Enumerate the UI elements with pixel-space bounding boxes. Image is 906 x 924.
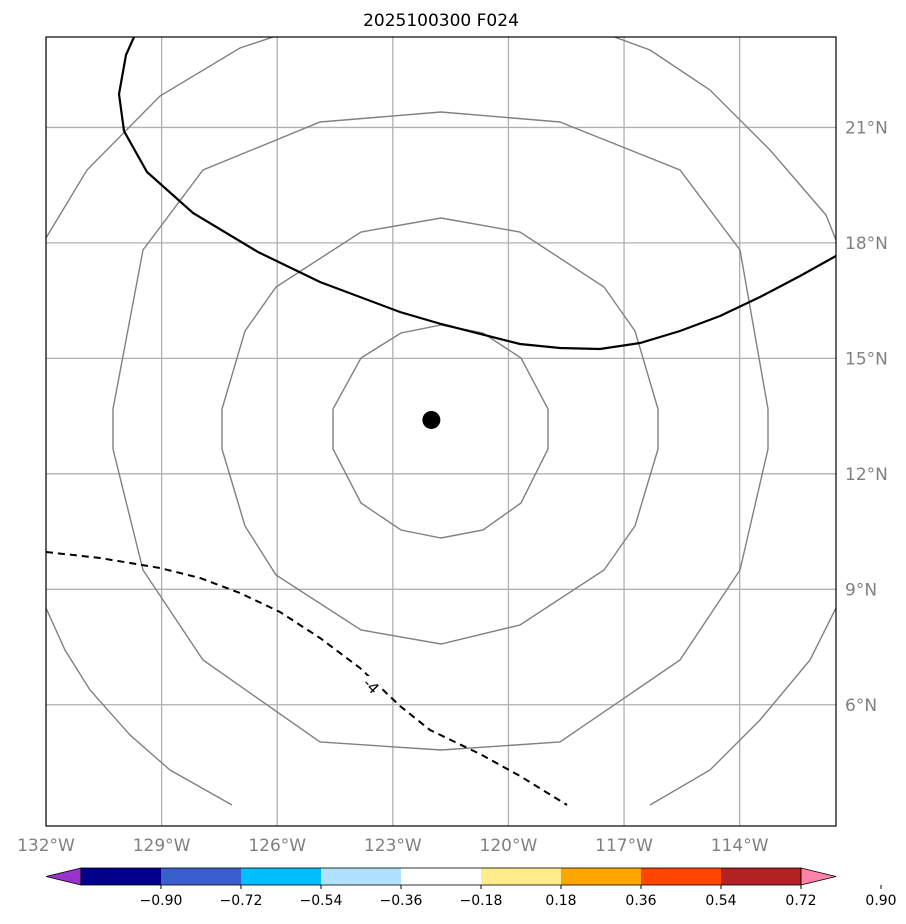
longitude-tick-label: 114°W xyxy=(711,836,769,856)
colorbar-segment xyxy=(721,868,801,885)
longitude-tick-label: 120°W xyxy=(480,836,538,856)
colorbar-segment xyxy=(401,868,481,885)
longitude-tick-label: 126°W xyxy=(248,836,306,856)
colorbar-segment xyxy=(321,868,401,885)
colorbar-extend-max xyxy=(800,867,837,886)
colorbar-tick-label: 0.18 xyxy=(545,893,576,909)
colorbar-segment xyxy=(481,868,561,885)
latitude-labels: 21°N 18°N 15°N 12°N 9°N 6°N xyxy=(845,118,888,715)
colorbar-frame xyxy=(80,867,802,886)
range-ring-1 xyxy=(332,324,549,539)
range-rings xyxy=(46,37,836,806)
colorbar-tick-label: −0.18 xyxy=(460,893,503,909)
colorbar-tick-label: 0.90 xyxy=(865,893,896,909)
longitude-tick-label: 129°W xyxy=(133,836,191,856)
solid-contour-line xyxy=(117,37,836,351)
range-ring-4-bottom-left xyxy=(46,607,233,806)
colorbar-tick-label: −0.90 xyxy=(140,893,183,909)
latitude-tick-label: 12°N xyxy=(845,465,888,485)
contour-label-bg xyxy=(360,676,382,696)
colorbar-tick-label: 0.72 xyxy=(785,893,816,909)
colorbar-segment xyxy=(561,868,641,885)
plot-area: -4 xyxy=(46,37,836,826)
longitude-tick-label: 132°W xyxy=(17,836,75,856)
colorbar-extend-min xyxy=(45,867,82,886)
latitude-tick-label: 15°N xyxy=(845,349,888,369)
gridlines xyxy=(46,37,836,826)
colorbar-segment xyxy=(641,868,721,885)
latitude-tick-label: 21°N xyxy=(845,118,888,138)
colorbar-tick-label: 0.54 xyxy=(705,893,736,909)
colorbar-segment xyxy=(81,868,161,885)
storm-center-marker xyxy=(422,410,441,429)
longitude-tick-label: 123°W xyxy=(364,836,422,856)
dashed-contour-line xyxy=(46,551,568,806)
range-ring-4-bottom-right xyxy=(649,607,836,806)
longitude-labels: 132°W 129°W 126°W 123°W 120°W 117°W 114°W xyxy=(17,836,769,856)
range-ring-4-top xyxy=(46,37,276,239)
colorbar-segment xyxy=(241,868,321,885)
latitude-tick-label: 18°N xyxy=(845,234,888,254)
plot-frame xyxy=(45,36,837,827)
colorbar: −0.90 −0.72 −0.54 −0.36 −0.18 0.18 0.36 0.54 0.7… xyxy=(45,867,897,909)
range-ring-3 xyxy=(112,111,769,751)
range-ring-2 xyxy=(221,217,659,645)
map-title: 2025100300 F024 xyxy=(363,11,519,31)
latitude-tick-label: 9°N xyxy=(845,580,877,600)
colorbar-tick-label: −0.72 xyxy=(220,893,263,909)
range-ring-4-top-right xyxy=(612,37,836,241)
colorbar-tick-label: 0.36 xyxy=(625,893,656,909)
longitude-tick-label: 117°W xyxy=(595,836,653,856)
latitude-tick-label: 6°N xyxy=(845,696,877,716)
colorbar-segment xyxy=(161,868,241,885)
colorbar-tick-label: −0.36 xyxy=(380,893,423,909)
colorbar-tick-label: −0.54 xyxy=(300,893,343,909)
